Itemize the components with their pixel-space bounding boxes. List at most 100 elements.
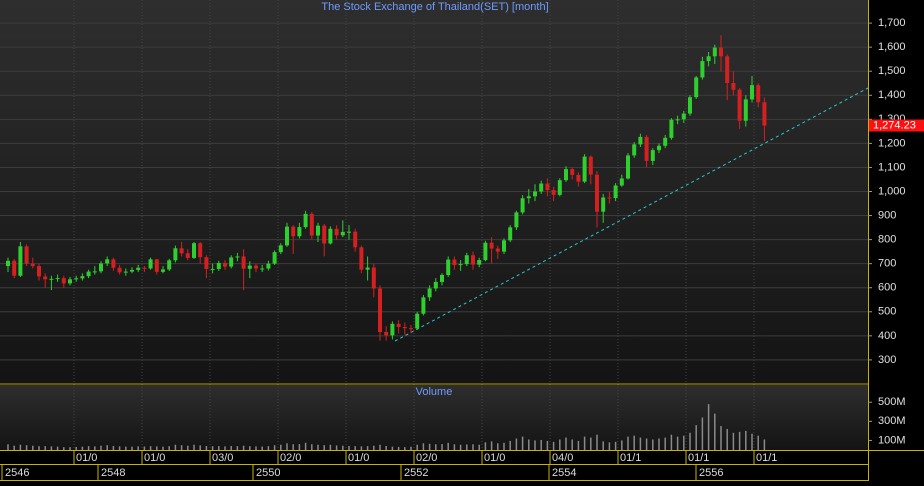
candle-body bbox=[285, 226, 289, 246]
volume-bar bbox=[112, 445, 115, 450]
candle-body bbox=[309, 213, 314, 236]
volume-bar bbox=[676, 436, 679, 450]
candle-body bbox=[719, 47, 723, 57]
candle-body bbox=[477, 260, 482, 265]
volume-bar bbox=[50, 446, 53, 450]
candle-body bbox=[427, 288, 432, 298]
y-tick-label: 500 bbox=[878, 306, 896, 318]
candle-body bbox=[588, 156, 593, 175]
volume-bar bbox=[670, 434, 673, 450]
volume-bar bbox=[280, 444, 282, 450]
volume-bar bbox=[180, 445, 183, 450]
volume-bar bbox=[286, 443, 288, 450]
candle-body bbox=[688, 97, 692, 114]
date-label: 01/0 bbox=[76, 452, 97, 464]
candle-body bbox=[464, 255, 469, 265]
candle-body bbox=[74, 278, 79, 280]
volume-bar bbox=[373, 445, 375, 450]
candle-body bbox=[123, 271, 128, 273]
volume-bar bbox=[218, 446, 220, 450]
volume-bar bbox=[379, 444, 381, 450]
year-label: 2554 bbox=[552, 467, 576, 479]
volume-bar bbox=[360, 446, 363, 450]
year-label: 2552 bbox=[404, 467, 428, 479]
candle-body bbox=[86, 271, 91, 277]
y-tick-label: 300 bbox=[878, 354, 896, 366]
candle-body bbox=[495, 248, 500, 252]
volume-bar bbox=[732, 432, 735, 450]
volume-bar bbox=[404, 447, 406, 450]
volume-bar bbox=[125, 446, 127, 450]
candle-body bbox=[192, 243, 196, 258]
candle-body bbox=[55, 278, 60, 280]
volume-bar bbox=[590, 437, 592, 450]
volume-bar bbox=[509, 440, 511, 450]
volume-bar bbox=[757, 435, 759, 450]
date-label: 01/0 bbox=[144, 452, 165, 464]
candle-body bbox=[353, 231, 358, 248]
volume-bar bbox=[528, 439, 530, 450]
candle-body bbox=[365, 267, 370, 270]
volume-bar bbox=[348, 445, 350, 450]
volume-bar bbox=[69, 447, 71, 450]
volume-bar bbox=[19, 444, 22, 450]
date-label: 03/0 bbox=[212, 452, 233, 464]
candle-body bbox=[24, 246, 29, 264]
candle-body bbox=[762, 102, 767, 126]
candle-body bbox=[576, 174, 581, 182]
candle-body bbox=[303, 213, 308, 228]
candle-body bbox=[712, 47, 717, 57]
candle-body bbox=[371, 267, 376, 289]
candle-body bbox=[632, 144, 637, 156]
date-label: 01/1 bbox=[756, 452, 777, 464]
volume-bar bbox=[38, 446, 40, 450]
volume-bar bbox=[63, 447, 65, 450]
volume-bar bbox=[137, 446, 139, 450]
volume-bar bbox=[87, 446, 90, 450]
volume-bar bbox=[422, 443, 425, 450]
date-label: 02/0 bbox=[416, 452, 437, 464]
last-price-box bbox=[869, 119, 924, 132]
volume-bar bbox=[230, 445, 232, 450]
volume-bar bbox=[714, 413, 716, 450]
date-label: 01/1 bbox=[620, 452, 641, 464]
volume-bar bbox=[435, 444, 437, 450]
candle-body bbox=[626, 155, 630, 179]
y-tick-label: 800 bbox=[878, 234, 896, 246]
volume-bar bbox=[304, 442, 307, 450]
candle-body bbox=[657, 145, 661, 151]
volume-bar bbox=[745, 430, 747, 450]
volume-bar bbox=[583, 436, 586, 450]
candle-body bbox=[347, 231, 351, 233]
candle-body bbox=[235, 256, 240, 258]
candle-body bbox=[92, 271, 97, 273]
volume-bar bbox=[397, 446, 400, 450]
candle-body bbox=[595, 174, 599, 212]
volume-bar bbox=[106, 445, 108, 450]
volume-bar bbox=[187, 445, 189, 450]
volume-bar bbox=[559, 439, 561, 450]
candle-body bbox=[229, 257, 234, 267]
y-tick-label: 1,700 bbox=[878, 17, 906, 29]
date-label: 01/0 bbox=[484, 452, 505, 464]
volume-bar bbox=[410, 446, 412, 450]
volume-bar bbox=[683, 435, 685, 450]
candle-body bbox=[489, 242, 494, 249]
candle-body bbox=[458, 264, 463, 266]
candle-body bbox=[167, 260, 172, 270]
y-tick-label: 1,400 bbox=[878, 89, 906, 101]
date-label: 01/0 bbox=[348, 452, 369, 464]
candle-body bbox=[154, 259, 159, 272]
volume-bar bbox=[224, 446, 226, 450]
candle-body bbox=[539, 183, 544, 192]
candle-body bbox=[179, 248, 184, 254]
candle-body bbox=[750, 85, 754, 100]
volume-bar bbox=[652, 439, 654, 450]
candle-body bbox=[18, 246, 23, 276]
candle-body bbox=[223, 262, 227, 267]
volume-bar bbox=[75, 446, 77, 450]
volume-bar bbox=[13, 445, 15, 450]
candle-body bbox=[161, 269, 165, 272]
candle-body bbox=[483, 242, 488, 261]
volume-bar bbox=[720, 426, 722, 450]
